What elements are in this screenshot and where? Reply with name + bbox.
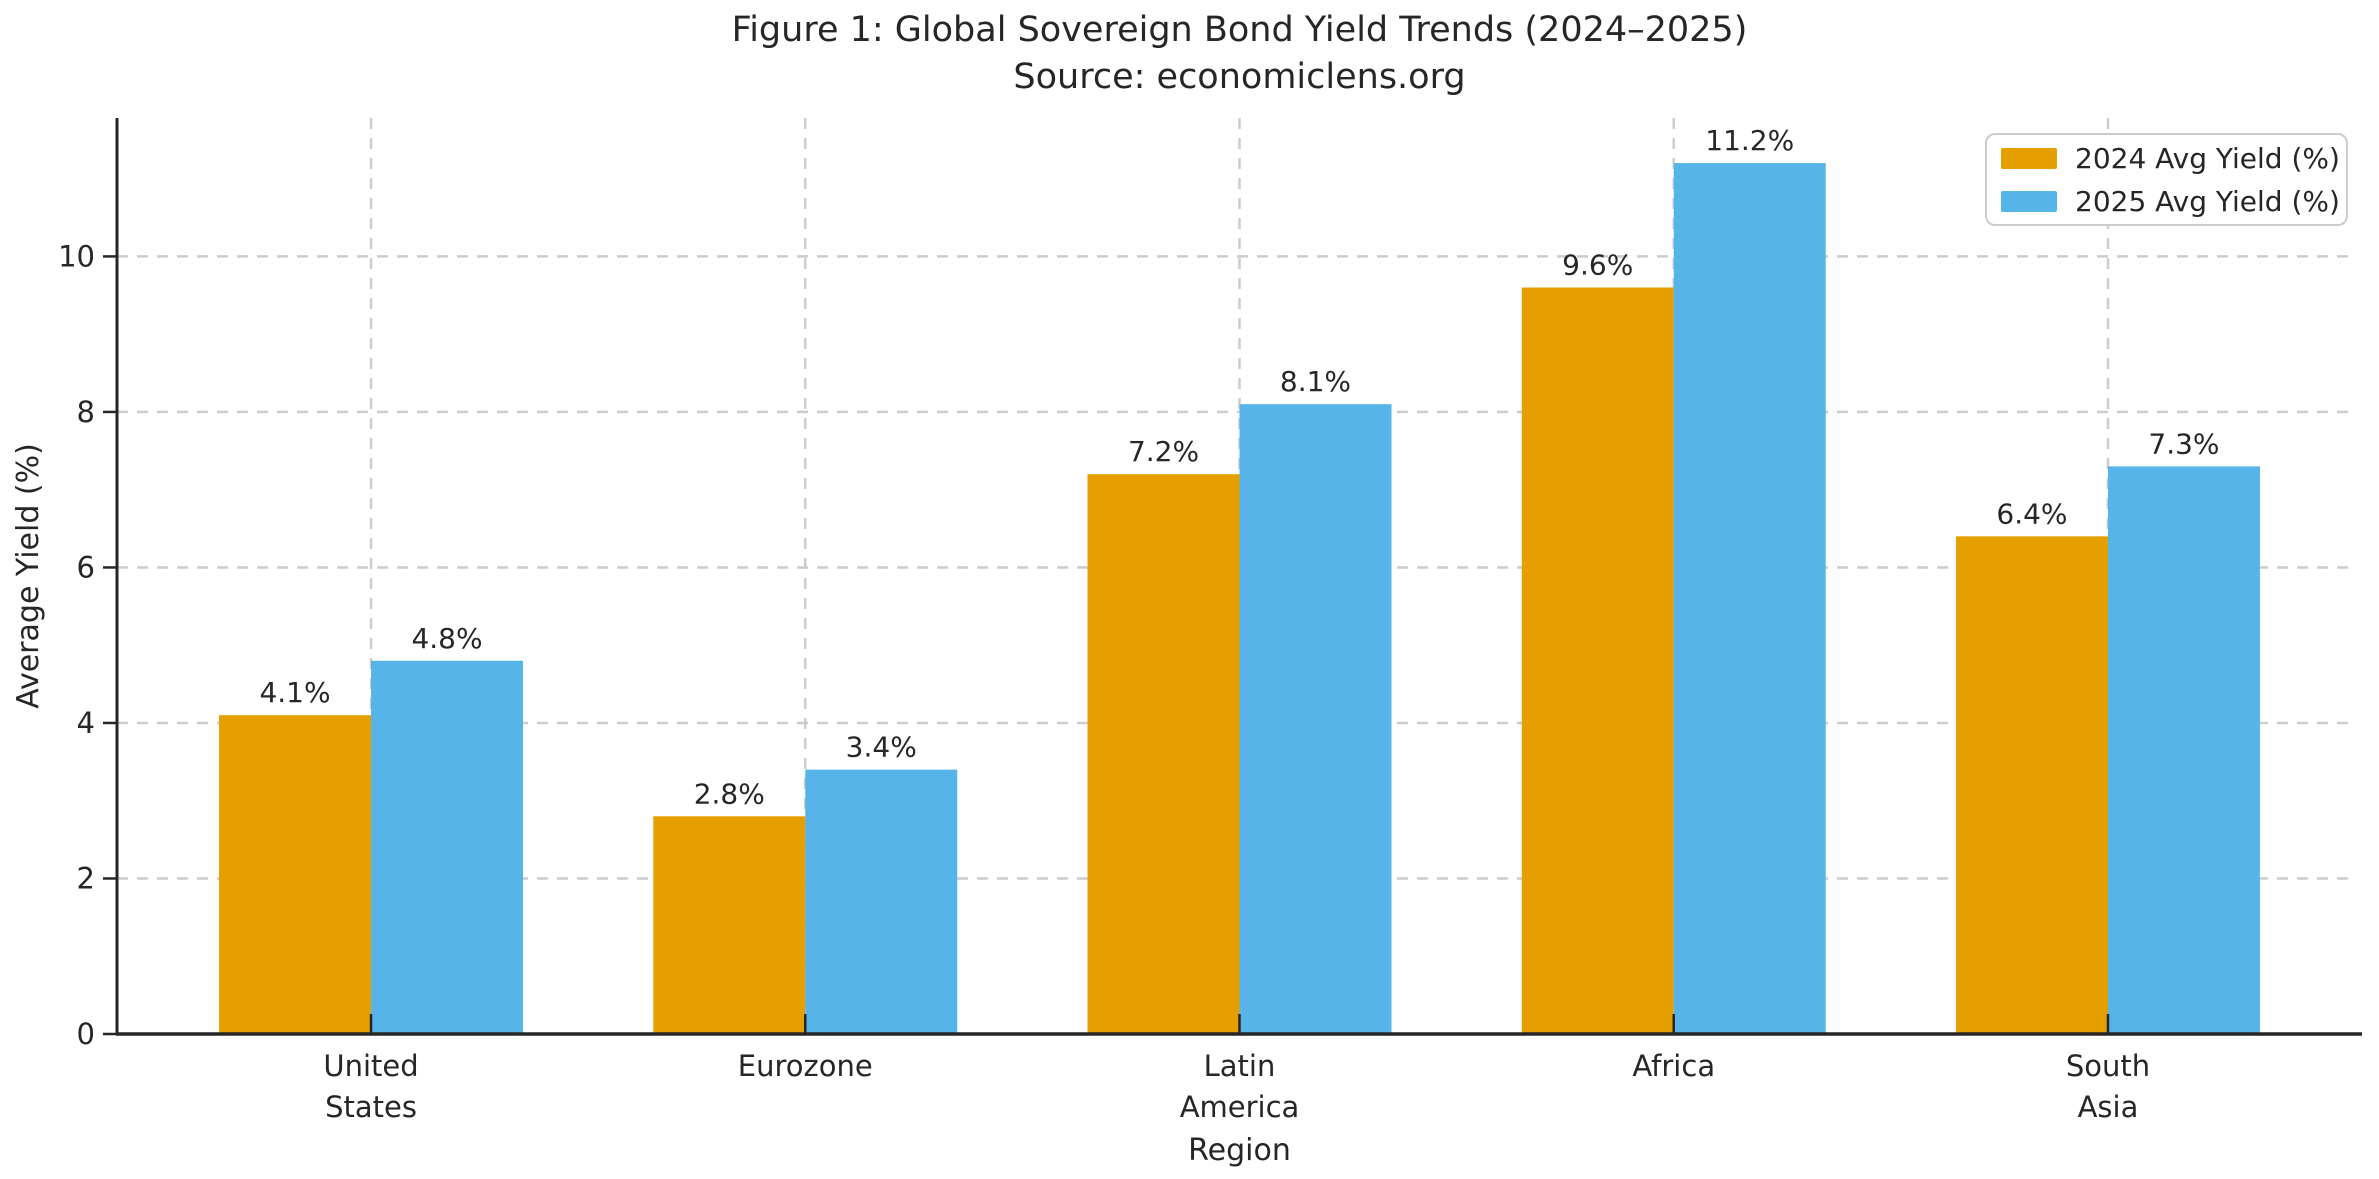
legend-color-swatch [2001,190,2057,212]
bar-value-label: 3.4% [846,731,917,764]
legend-item: 2024 Avg Yield (%) [2001,142,2340,175]
x-axis-title: Region [1188,1133,1291,1168]
bar-value-label: 7.3% [2148,427,2219,460]
x-tick-label: Latin America [1180,1049,1300,1124]
y-tick-label: 6 [77,551,95,585]
bar-value-label: 2.8% [694,777,765,810]
bar-2025 [2107,466,2260,1034]
x-tick-label: United States [323,1049,418,1124]
y-tick-label: 2 [77,862,95,896]
bar-2025 [1673,163,1826,1035]
bar-value-label: 4.8% [411,622,482,655]
y-axis-title: Average Yield (%) [11,443,46,709]
y-tick-label: 4 [77,706,95,740]
bar-2025 [371,660,524,1034]
chart-title: Figure 1: Global Sovereign Bond Yield Tr… [731,10,1748,50]
x-tick-label: Eurozone [738,1049,873,1083]
bar-value-label: 9.6% [1562,249,1633,282]
y-tick-label: 8 [77,395,95,429]
bar-2024 [1955,536,2108,1034]
legend-label: 2025 Avg Yield (%) [2075,184,2340,218]
bar-value-label: 8.1% [1280,365,1351,398]
bar-value-label: 4.1% [259,676,330,709]
bar-value-label: 11.2% [1705,124,1794,157]
legend-color-swatch [2001,147,2057,169]
bar-value-label: 7.2% [1128,435,1199,468]
bar-2025 [1239,404,1392,1034]
x-tick-label: South Asia [2066,1049,2150,1124]
bar-value-label: 6.4% [1996,497,2067,530]
bar-2025 [805,769,958,1034]
y-tick-label: 0 [77,1017,95,1051]
bar-2024 [1521,287,1674,1035]
chart-subtitle: Source: economiclens.org [1013,57,1466,97]
bar-2024 [653,816,806,1034]
y-tick-label: 10 [58,240,95,274]
bar-2024 [219,715,372,1034]
bar-2024 [1087,474,1240,1034]
legend-label: 2024 Avg Yield (%) [2075,141,2340,175]
legend-item: 2025 Avg Yield (%) [2001,185,2340,218]
x-tick-label: Africa [1632,1049,1715,1083]
legend: 2024 Avg Yield (%) 2025 Avg Yield (%) [1985,133,2348,226]
